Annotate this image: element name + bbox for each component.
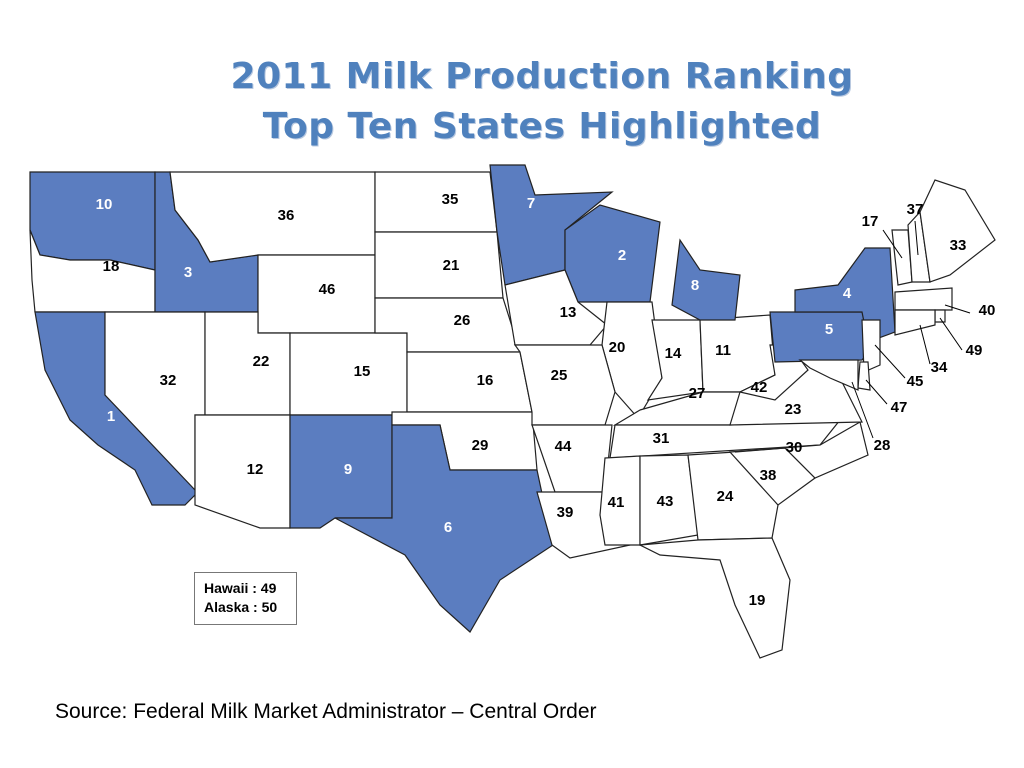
leader-line-vt: [882, 229, 903, 259]
rank-label-nm: 9: [344, 461, 352, 478]
state-wy: [257, 254, 376, 334]
rank-label-sd: 21: [443, 257, 460, 274]
title-line-1: 2011 Milk Production Ranking: [230, 56, 854, 97]
state-ct: [894, 309, 936, 336]
rank-label-ok: 29: [472, 437, 489, 454]
rank-label-tx: 6: [444, 519, 452, 536]
rank-label-ky: 27: [689, 385, 706, 402]
state-sd: [374, 231, 504, 299]
rank-label-md: 28: [874, 437, 891, 454]
state-ar: [531, 424, 613, 493]
state-ms: [599, 455, 641, 546]
leader-line-ct: [919, 324, 931, 365]
state-tx: [334, 424, 554, 633]
leader-line-ri: [939, 317, 963, 351]
rank-label-ut: 22: [253, 353, 270, 370]
state-co: [289, 332, 408, 416]
state-fl: [637, 537, 791, 659]
state-mi: [671, 238, 741, 321]
rank-label-ca: 1: [107, 408, 115, 425]
state-md: [798, 359, 859, 391]
rank-label-nv: 32: [160, 372, 177, 389]
rank-label-nc: 30: [786, 439, 803, 456]
state-ma: [894, 287, 953, 311]
state-me: [919, 179, 996, 283]
rank-label-mt: 36: [278, 207, 295, 224]
rank-label-mi: 8: [691, 277, 699, 294]
rank-label-wi: 2: [618, 247, 626, 264]
rank-label-ct: 34: [931, 359, 948, 376]
rank-label-ia: 13: [560, 304, 577, 321]
rank-label-il: 20: [609, 339, 626, 356]
rank-label-ar: 44: [555, 438, 572, 455]
source-note: Source: Federal Milk Market Administrato…: [55, 700, 597, 723]
rank-label-tn: 31: [653, 430, 670, 447]
rank-label-co: 15: [354, 363, 371, 380]
rank-label-ga: 24: [717, 488, 734, 505]
rank-label-mn: 7: [527, 195, 535, 212]
rank-label-or: 18: [103, 258, 120, 275]
state-ga: [687, 451, 779, 541]
rank-label-ms: 41: [608, 494, 625, 511]
rank-label-ny: 4: [843, 285, 852, 302]
state-nd: [374, 171, 498, 233]
state-de: [857, 361, 871, 391]
rank-label-oh: 11: [715, 342, 731, 359]
state-wa: [29, 171, 156, 271]
state-in: [646, 319, 704, 401]
leader-line-ma: [944, 304, 971, 314]
rank-label-id: 3: [184, 264, 192, 281]
rank-label-ri: 49: [966, 342, 983, 359]
state-nm: [289, 414, 393, 529]
state-az: [194, 414, 291, 529]
rank-label-vt: 17: [862, 213, 879, 230]
leader-line-nh: [914, 220, 919, 256]
rank-label-de: 47: [891, 399, 908, 416]
state-ks: [406, 351, 533, 413]
state-nj: [861, 319, 881, 373]
rank-label-sc: 38: [760, 467, 777, 484]
rank-label-mo: 25: [551, 367, 568, 384]
leader-line-de: [865, 379, 888, 405]
legend-alaska: Alaska : 50: [204, 599, 278, 615]
rank-label-nd: 35: [442, 191, 459, 208]
rank-label-ma: 40: [979, 302, 996, 319]
rank-label-al: 43: [657, 493, 674, 510]
rank-label-nh: 37: [907, 201, 924, 218]
rank-label-wy: 46: [319, 281, 336, 298]
legend-box: Hawaii : 49 Alaska : 50: [194, 572, 297, 625]
state-wi: [564, 204, 661, 303]
rank-label-nj: 45: [907, 373, 924, 390]
state-tn: [609, 419, 842, 459]
title-line-2: Top Ten States Highlighted: [262, 106, 822, 147]
rank-label-pa: 5: [825, 321, 833, 338]
rank-label-me: 33: [950, 237, 967, 254]
legend-hawaii: Hawaii : 49: [204, 580, 277, 596]
rank-label-az: 12: [247, 461, 264, 478]
leader-line-nj: [874, 344, 906, 379]
rank-label-wa: 10: [96, 196, 113, 213]
rank-label-fl: 19: [749, 592, 766, 609]
leader-line-md: [851, 381, 874, 439]
state-ri: [934, 309, 946, 323]
rank-label-ne: 26: [454, 312, 471, 329]
rank-label-wv: 42: [751, 379, 768, 396]
rank-label-va: 23: [785, 401, 802, 418]
rank-label-ks: 16: [477, 372, 494, 389]
state-nc: [734, 421, 869, 479]
rank-label-in: 14: [665, 345, 682, 362]
rank-label-la: 39: [557, 504, 574, 521]
